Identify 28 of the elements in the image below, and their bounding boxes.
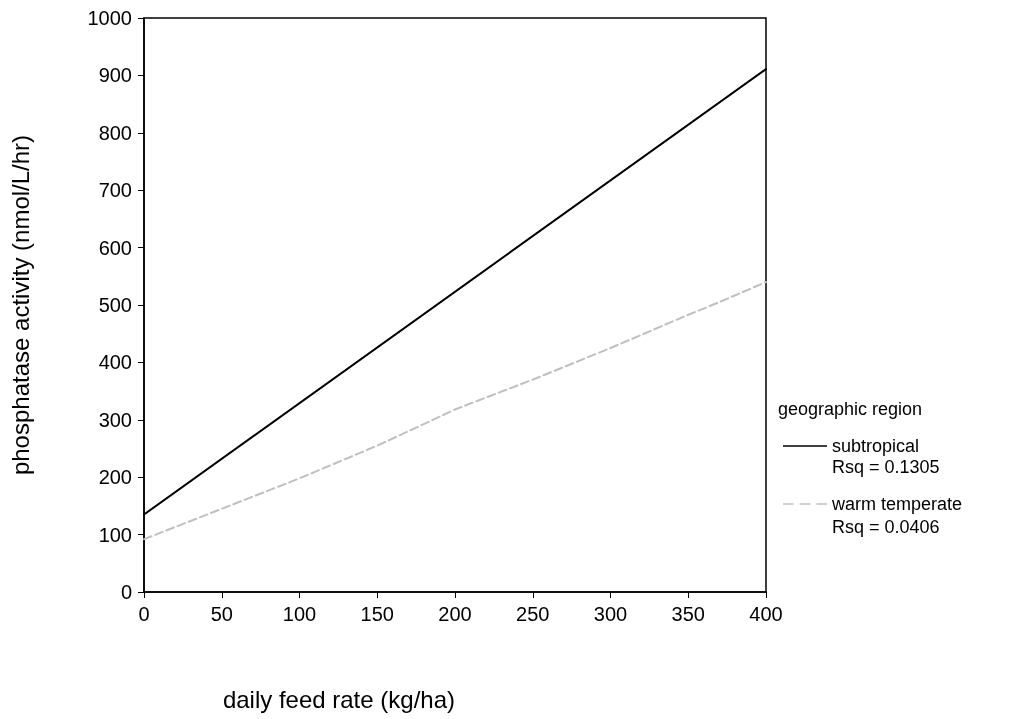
- y-tick-label: 900: [98, 64, 132, 87]
- line-series: [143, 281, 767, 541]
- x-tick-label: 150: [360, 603, 394, 625]
- x-tick-label: 50: [210, 603, 233, 625]
- legend-title: geographic region: [778, 399, 923, 419]
- y-tick-label: 1000: [87, 7, 132, 29]
- x-tick-label: 0: [138, 603, 150, 625]
- y-tick-label: 100: [98, 523, 132, 546]
- y-tick-label: 200: [98, 466, 132, 489]
- x-axis-title: daily feed rate (kg/ha): [222, 685, 455, 713]
- y-tick-label: 500: [98, 294, 132, 316]
- x-tick-label: 400: [749, 603, 783, 625]
- y-axis-title: phosphatase activity (nmol/L/hr): [6, 134, 34, 476]
- y-tick-label: 700: [98, 179, 132, 202]
- y-tick-label: 400: [98, 351, 132, 374]
- y-tick-label: 300: [98, 408, 132, 431]
- x-tick-label: 250: [516, 603, 550, 625]
- x-tick-label: 350: [671, 603, 705, 625]
- y-tick-label: 800: [98, 121, 132, 144]
- y-tick-label: 0: [120, 581, 132, 603]
- text: Rsq = 0.0406: [832, 517, 940, 537]
- text: Rsq = 0.1305: [832, 457, 940, 477]
- x-tick-label: 200: [438, 603, 472, 625]
- x-tick-label: 300: [593, 603, 628, 625]
- x-tick-label: 100: [282, 603, 317, 625]
- legend-label: subtropical: [832, 436, 920, 456]
- legend-label: warm temperate: [831, 494, 963, 514]
- y-tick-label: 600: [98, 236, 132, 259]
